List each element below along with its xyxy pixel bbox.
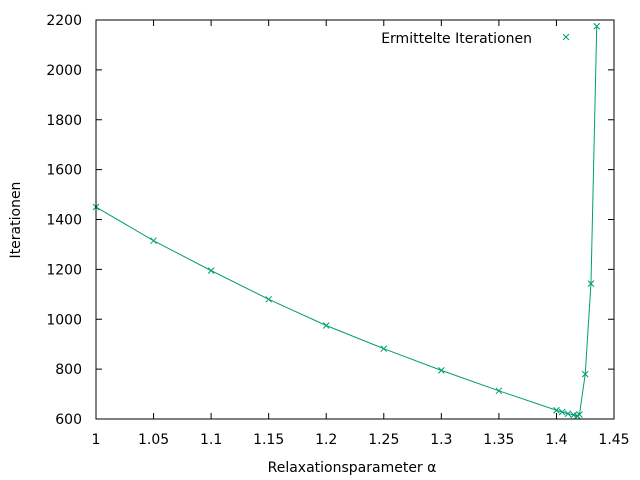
x-tick-label: 1.4	[545, 432, 567, 448]
data-point-marker	[593, 22, 601, 30]
x-tick-label: 1.2	[315, 432, 337, 448]
series-line	[95, 26, 598, 417]
x-tick-label: 1.15	[253, 432, 284, 448]
data-point-marker	[380, 345, 388, 353]
data-point-marker	[265, 295, 273, 303]
data-point-marker	[581, 370, 589, 378]
x-axis-label: Relaxationsparameter α	[268, 460, 437, 476]
y-axis-label: Iterationen	[8, 182, 24, 259]
data-point-marker	[437, 367, 445, 374]
axis-ticks	[95, 19, 615, 420]
legend-marker	[562, 33, 570, 41]
data-point-marker	[495, 387, 503, 395]
x-tick-label: 1	[92, 432, 101, 448]
data-point-marker	[207, 267, 215, 274]
x-tick-label: 1.1	[200, 432, 222, 448]
y-tick-label: 2000	[46, 63, 82, 79]
y-tick-label: 800	[55, 362, 82, 378]
data-point-marker	[576, 411, 583, 418]
data-point-marker	[553, 406, 560, 414]
data-point-marker	[558, 408, 566, 416]
plot-frame	[95, 19, 615, 420]
y-tick-label: 1000	[46, 312, 82, 328]
series-layer	[92, 22, 601, 420]
y-tick-label: 1400	[46, 213, 82, 229]
data-point-marker	[150, 237, 157, 245]
legend: Ermittelte Iterationen	[381, 31, 570, 47]
y-tick-label: 1600	[46, 163, 82, 179]
data-point-marker	[587, 280, 595, 287]
x-tick-label: 1.35	[483, 432, 514, 448]
x-tick-label: 1.3	[430, 432, 452, 448]
y-tick-label: 1800	[46, 113, 82, 129]
y-tick-label: 1200	[46, 262, 82, 278]
axis-tick-labels: 1 1.05 1.1 1.15 1.2 1.25 1.3 1.35 1.4 1.45 600 800 1…	[46, 13, 629, 448]
data-point-marker	[322, 322, 330, 329]
legend-entry-label: Ermittelte Iterationen	[381, 31, 532, 47]
y-tick-label: 2200	[46, 13, 82, 29]
x-tick-label: 1.05	[138, 432, 169, 448]
data-point-marker	[564, 410, 572, 418]
x-tick-label: 1.45	[598, 432, 629, 448]
x-tick-label: 1.25	[368, 432, 399, 448]
y-tick-label: 600	[55, 412, 82, 428]
